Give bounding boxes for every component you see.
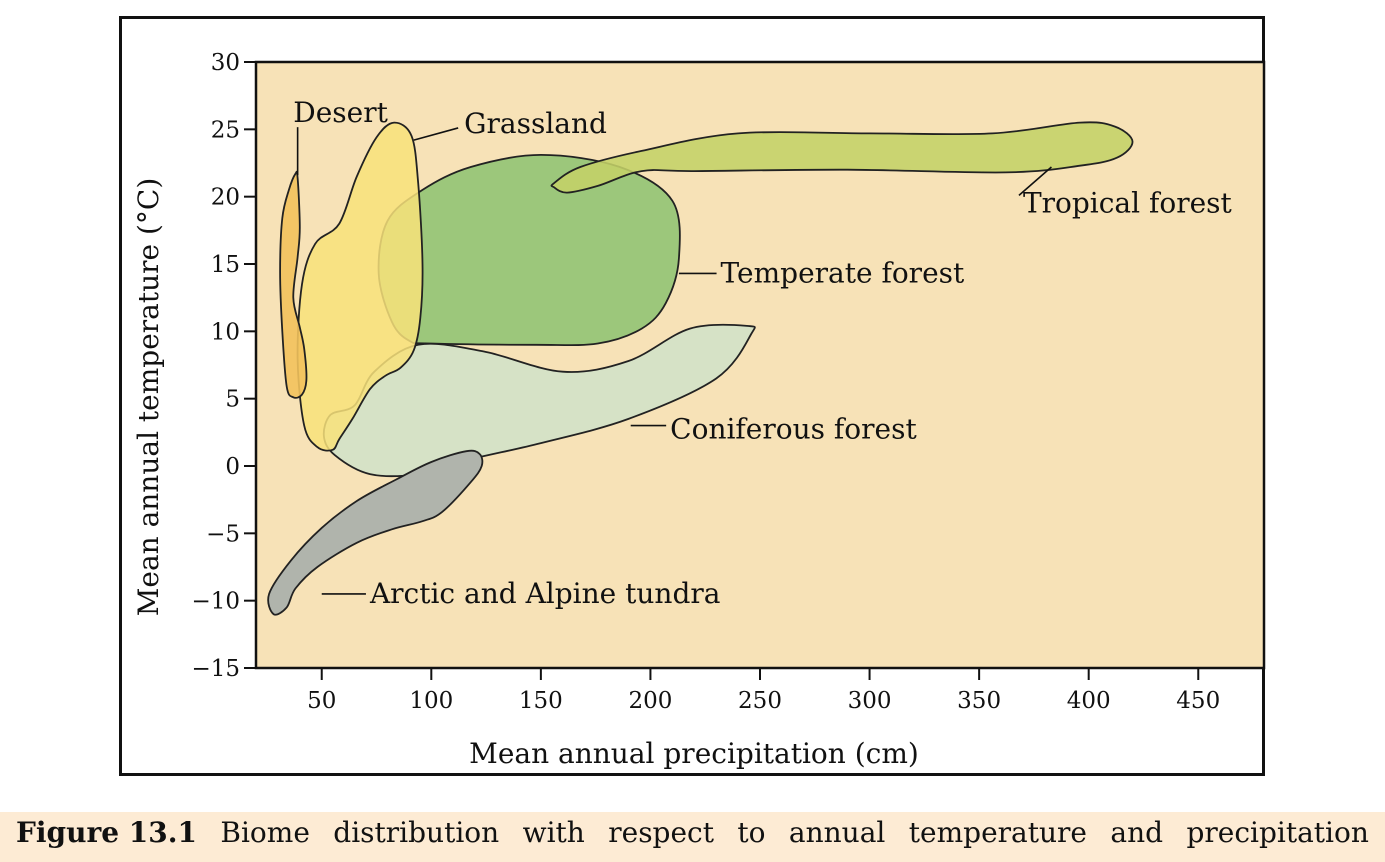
x-tick-label: 200 <box>628 688 672 714</box>
y-tick-label: −5 <box>206 521 240 547</box>
biome-label-desert: Desert <box>293 96 388 129</box>
caption-word: with <box>522 816 585 849</box>
y-tick-label: 30 <box>211 50 240 76</box>
leader-line-grassland <box>413 127 459 141</box>
y-tick-label: 15 <box>211 252 240 278</box>
caption-word: respect <box>608 816 714 849</box>
biome-region-coniferous-forest <box>322 323 756 478</box>
biome-region-tropical-forest <box>550 121 1134 194</box>
y-tick-label: 5 <box>225 387 240 413</box>
biome-regions <box>267 121 1134 616</box>
x-tick-label: 350 <box>957 688 1001 714</box>
x-tick-label: 450 <box>1176 688 1220 714</box>
caption-word: and <box>1110 816 1164 849</box>
y-tick-label: 10 <box>211 319 240 345</box>
biome-region-desert <box>279 170 308 399</box>
caption-word: Biome <box>220 816 310 849</box>
x-tick-label: 150 <box>519 688 563 714</box>
biome-label-temperate-forest: Temperate forest <box>721 256 965 289</box>
caption-word: to <box>737 816 766 849</box>
x-tick-label: 250 <box>738 688 782 714</box>
y-tick-label: 20 <box>211 185 240 211</box>
x-tick-label: 400 <box>1067 688 1111 714</box>
x-axis-title: Mean annual precipitation (cm) <box>469 737 919 770</box>
y-tick-label: −10 <box>191 589 240 615</box>
y-tick-label: 25 <box>211 117 240 143</box>
caption-figure-label: Figure 13.1 <box>16 816 197 849</box>
figure-caption: Figure 13.1 Biome distribution with respect t… <box>0 812 1385 862</box>
leader-line-tropical-forest <box>1018 166 1052 197</box>
y-tick-label: −15 <box>191 656 240 682</box>
caption-word: distribution <box>333 816 500 849</box>
biome-label-tropical-forest: Tropical forest <box>1023 186 1233 219</box>
label-leaders <box>296 127 1052 595</box>
y-tick-label: 0 <box>225 454 240 480</box>
caption-word: temperature <box>908 816 1087 849</box>
biome-region-arctic-and-alpine-tundra <box>267 449 484 616</box>
biome-label-arctic-and-alpine-tundra: Arctic and Alpine tundra <box>369 577 721 610</box>
y-axis-title: Mean annual temperature (°C) <box>132 178 165 617</box>
biome-label-grassland: Grassland <box>464 107 607 140</box>
caption-word: annual <box>788 816 886 849</box>
biome-labels: Desert Grassland Tropical forest Temperate … <box>293 96 1232 610</box>
x-tick-label: 50 <box>307 688 336 714</box>
x-tick-label: 100 <box>409 688 453 714</box>
caption-word: precipitation <box>1186 816 1369 849</box>
biome-label-coniferous-forest: Coniferous forest <box>670 413 917 446</box>
x-tick-label: 300 <box>848 688 892 714</box>
